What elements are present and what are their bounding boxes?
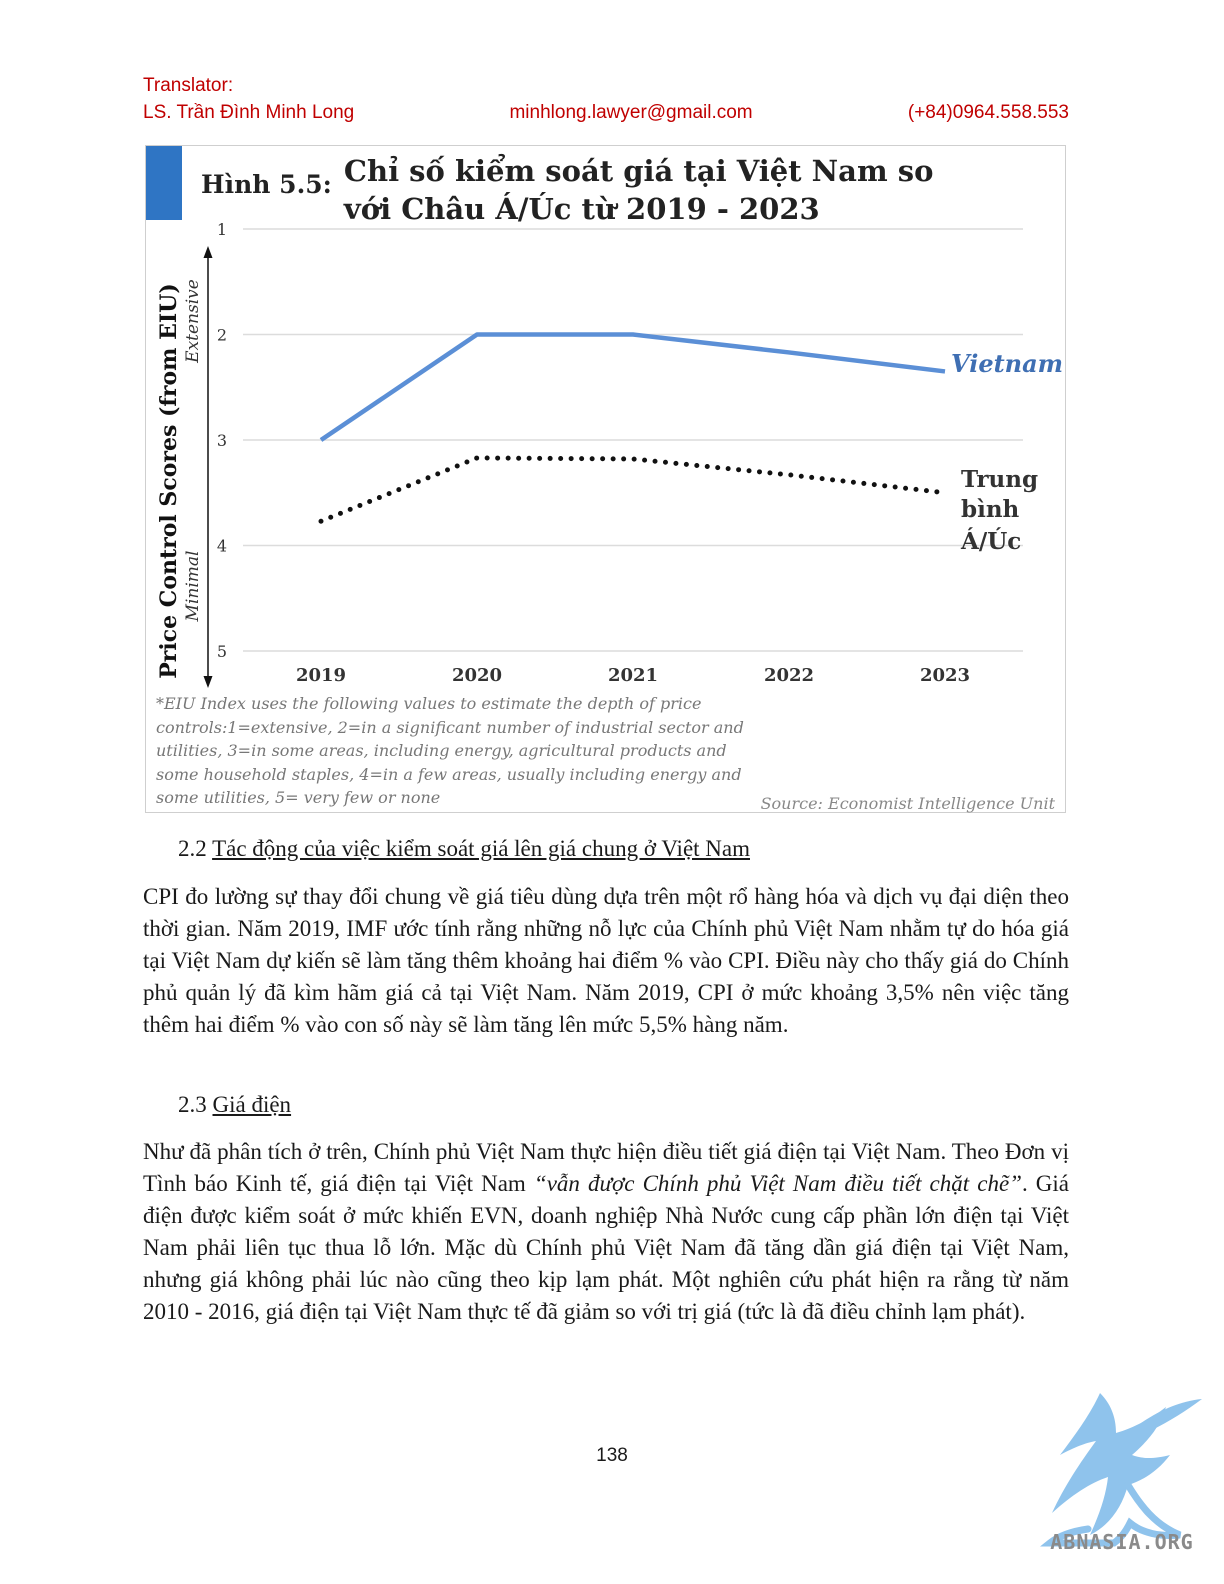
section-2-3-body-start: Như đã phân tích ở trên, Chính phủ Việt … (143, 1139, 1069, 1196)
section-2-2-heading: 2.2 Tác động của việc kiểm soát giá lên … (178, 833, 750, 865)
legend-vietnam: Vietnam (951, 349, 1063, 378)
figure-source: Source: Economist Intelligence Unit (760, 794, 1055, 813)
section-2-2-title: Tác động của việc kiểm soát giá lên giá … (212, 836, 750, 861)
y-arrow-down-icon (203, 676, 213, 688)
section-2-3-quote: “vẫn được Chính phủ Việt Nam điều tiết c… (533, 1171, 1022, 1196)
legend-average-line2: bình (961, 496, 1020, 523)
y-tick-1: 1 (217, 220, 227, 239)
figure-accent-bar (146, 146, 182, 220)
figure-5-5: Hình 5.5: Chỉ số kiểm soát giá tại Việt … (145, 145, 1066, 813)
chart-series (318, 332, 948, 524)
y-axis-label: Price Control Scores (from EIU) (156, 283, 182, 678)
translator-phone: (+84)0964.558.553 (907, 102, 1069, 123)
y-axis-extensive-label: Extensive (183, 279, 203, 364)
x-tick-2022: 2022 (764, 665, 814, 686)
y-tick-labels: 1 2 3 4 5 (217, 220, 227, 661)
x-tick-2020: 2020 (452, 665, 502, 686)
x-tick-2021: 2021 (608, 665, 658, 686)
page-header: Translator: LS. Trần Đình Minh Long minh… (143, 72, 1069, 126)
section-2-3-body: Như đã phân tích ở trên, Chính phủ Việt … (143, 1136, 1069, 1328)
legend-average-line3: Á/Úc (960, 528, 1021, 555)
translator-label: Translator: (143, 75, 234, 96)
section-2-3-number: 2.3 (178, 1092, 207, 1117)
x-tick-2023: 2023 (920, 665, 970, 686)
translator-name: LS. Trần Đình Minh Long (143, 102, 355, 123)
figure-title: Chỉ số kiểm soát giá tại Việt Nam so với… (343, 154, 934, 226)
x-tick-labels: 2019 2020 2021 2022 2023 (296, 665, 970, 686)
logo-text: ABNASIA.ORG (1050, 1530, 1194, 1554)
section-2-2-body: CPI đo lường sự thay đổi chung về giá ti… (143, 884, 1069, 1037)
page-number: 138 (596, 1445, 628, 1466)
figure-number: Hình 5.5: (201, 170, 332, 199)
translator-email[interactable]: minhlong.lawyer@gmail.com (509, 102, 753, 123)
section-2-3-heading: 2.3 Giá điện (178, 1089, 291, 1121)
y-tick-4: 4 (217, 537, 227, 556)
section-2-3-body-end: . Giá điện được kiểm soát ở mức khiến EV… (143, 1171, 1069, 1324)
y-axis-minimal-label: Minimal (183, 551, 203, 623)
legend-average-line1: Trung (961, 466, 1038, 493)
series-line-1 (318, 455, 948, 524)
y-tick-3: 3 (217, 431, 227, 450)
x-tick-2019: 2019 (296, 665, 346, 686)
chart-grid (243, 228, 1023, 652)
y-tick-2: 2 (217, 326, 227, 345)
griffin-logo-icon (1040, 1393, 1202, 1547)
y-tick-5: 5 (217, 642, 227, 661)
section-2-3-title: Giá điện (212, 1092, 292, 1117)
series-line-0 (319, 332, 946, 442)
figure-note: *EIU Index uses the following values to … (156, 694, 744, 807)
section-2-2-number: 2.2 (178, 836, 207, 861)
y-arrow-up-icon (203, 246, 213, 258)
price-control-chart: 1 2 3 4 5 2019 2020 2021 2022 2023 Price Control… (156, 220, 1063, 688)
y-axis-arrow (203, 246, 213, 688)
figure-title-block: Hình 5.5: Chỉ số kiểm soát giá tại Việt … (201, 152, 964, 228)
translator-contact-row: LS. Trần Đình Minh Long minhlong.lawyer@… (143, 99, 1069, 126)
